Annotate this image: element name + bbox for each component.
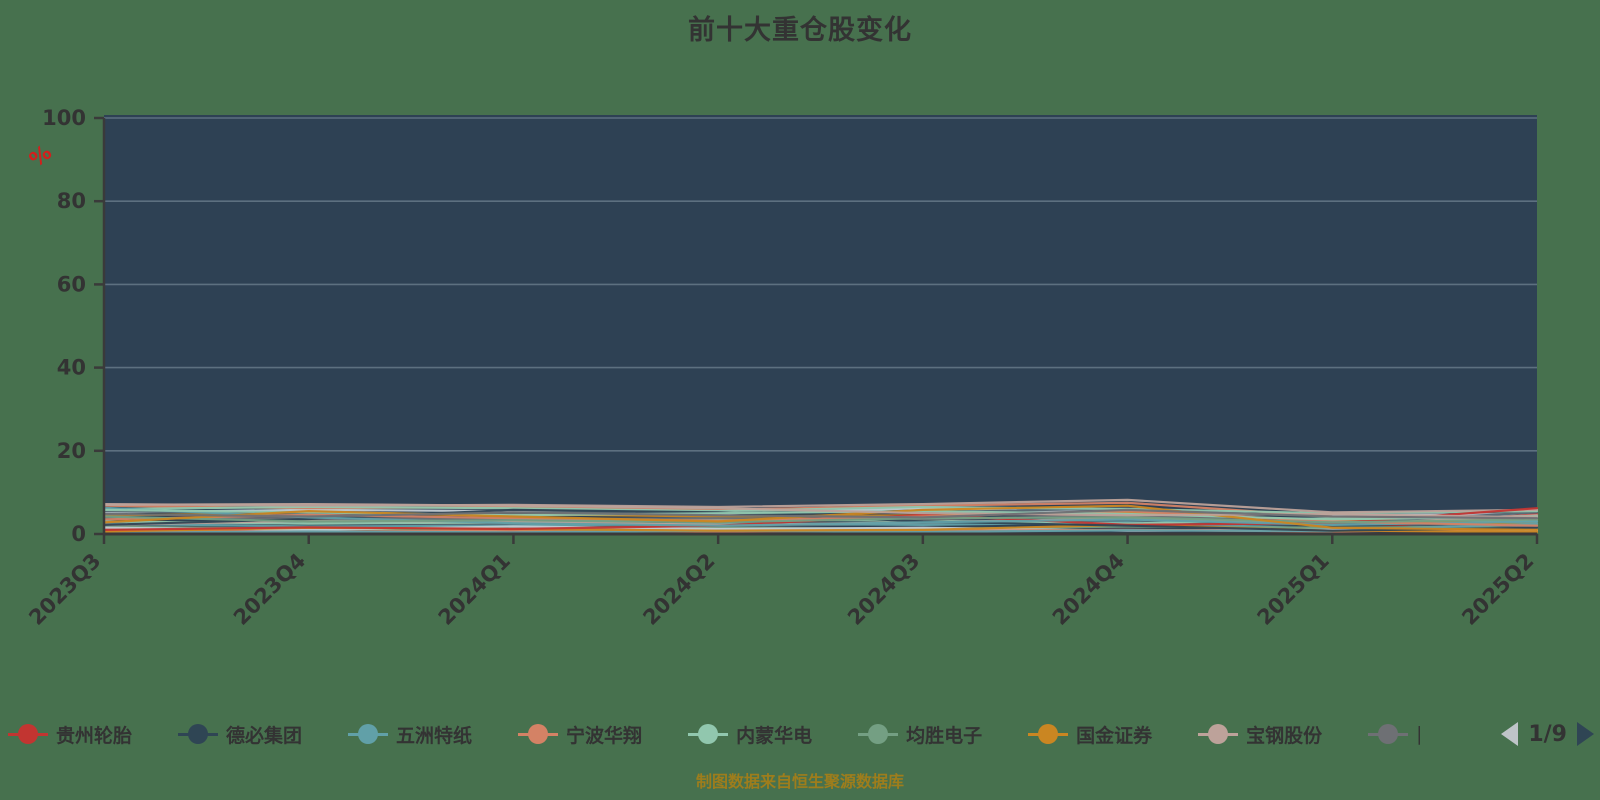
legend-item-0[interactable]: 贵州轮胎 bbox=[8, 721, 132, 748]
plot-area bbox=[104, 115, 1537, 534]
legend: 贵州轮胎 德必集团 五洲特纸 宁波华翔 内蒙华电 均胜电子 国金证券 宝钢股份 | bbox=[8, 712, 1592, 756]
legend-item-label: 德必集团 bbox=[226, 724, 303, 747]
legend-next-page-arrow-icon[interactable] bbox=[1577, 722, 1594, 746]
legend-item-4[interactable]: 内蒙华电 bbox=[688, 721, 812, 748]
y-axis-label: 0 bbox=[71, 522, 86, 546]
legend-item-label: 国金证券 bbox=[1076, 724, 1153, 747]
legend-item-label: | bbox=[1416, 723, 1421, 745]
x-axis-label: 2024Q1 bbox=[434, 549, 515, 630]
x-axis-label: 2024Q3 bbox=[843, 549, 924, 630]
series-line-| bbox=[102, 508, 1539, 520]
legend-dot-icon bbox=[868, 723, 889, 744]
y-axis-label: 40 bbox=[57, 356, 86, 380]
legend-item-label: 五洲特纸 bbox=[396, 724, 473, 747]
legend-item-8[interactable]: | bbox=[1368, 723, 1420, 745]
y-axis-label: 20 bbox=[57, 439, 86, 463]
legend-item-6[interactable]: 国金证券 bbox=[1028, 721, 1152, 748]
data-source-caption: 制图数据来自恒生聚源数据库 bbox=[695, 772, 904, 791]
legend-dot-icon bbox=[1038, 723, 1059, 744]
x-axis-label: 2025Q2 bbox=[1457, 549, 1538, 630]
y-axis-label: 80 bbox=[57, 189, 86, 213]
legend-dot-icon bbox=[528, 723, 549, 744]
legend-item-label: 宁波华翔 bbox=[566, 724, 643, 747]
y-axis-label: 100 bbox=[42, 106, 86, 130]
x-axis-label: 2023Q3 bbox=[24, 549, 105, 630]
x-axis-label: 2023Q4 bbox=[229, 549, 310, 630]
legend-line-circle-icon bbox=[1198, 723, 1239, 744]
legend-line-circle-icon bbox=[1028, 723, 1069, 744]
legend-line-circle-icon bbox=[688, 723, 729, 744]
legend-item-7[interactable]: 宝钢股份 bbox=[1198, 721, 1322, 748]
legend-dot-icon bbox=[18, 723, 38, 744]
legend-dot-icon bbox=[358, 723, 379, 744]
y-axis-label: 60 bbox=[57, 272, 86, 296]
legend-line-circle-icon bbox=[1368, 723, 1409, 744]
legend-line-circle-icon bbox=[858, 723, 899, 744]
legend-line-circle-icon bbox=[8, 723, 48, 744]
legend-page-indicator: 1/9 bbox=[1528, 721, 1567, 747]
legend-dot-icon bbox=[1378, 723, 1399, 744]
legend-prev-page-arrow-icon[interactable] bbox=[1501, 722, 1519, 746]
x-axis-label: 2024Q4 bbox=[1048, 549, 1129, 630]
x-axis-label: 2024Q2 bbox=[638, 549, 719, 630]
legend-line-circle-icon bbox=[178, 723, 219, 744]
series-line bbox=[102, 498, 1539, 514]
legend-line-circle-icon bbox=[348, 723, 389, 744]
series-line-均胜电子 bbox=[102, 515, 1539, 524]
legend-item-label: 均胜电子 bbox=[906, 724, 983, 747]
legend-line-circle-icon bbox=[518, 723, 559, 744]
legend-item-3[interactable]: 宁波华翔 bbox=[518, 721, 642, 748]
legend-item-1[interactable]: 德必集团 bbox=[178, 721, 302, 748]
legend-item-label: 内蒙华电 bbox=[736, 724, 813, 747]
legend-dot-icon bbox=[698, 723, 719, 744]
chart-title: 前十大重仓股变化 bbox=[688, 15, 912, 46]
series-line-宝钢股份 bbox=[102, 502, 1539, 519]
legend-pager: 1/9 bbox=[1501, 712, 1594, 756]
legend-item-label: 宝钢股份 bbox=[1246, 724, 1323, 747]
legend-item-2[interactable]: 五洲特纸 bbox=[348, 721, 472, 748]
legend-item-5[interactable]: 均胜电子 bbox=[858, 721, 982, 748]
legend-item-label: 贵州轮胎 bbox=[56, 724, 133, 747]
legend-dot-icon bbox=[1208, 723, 1229, 744]
legend-dot-icon bbox=[188, 723, 209, 744]
series-line bbox=[102, 505, 1539, 515]
x-axis-label: 2025Q1 bbox=[1253, 549, 1334, 630]
